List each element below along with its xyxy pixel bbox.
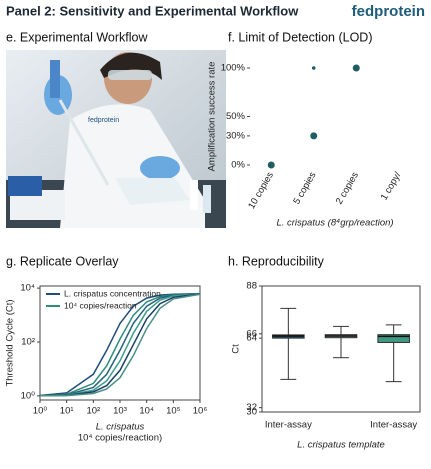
- y-tick-label: 32: [246, 402, 257, 413]
- x-tick-label: 2 copies: [334, 170, 361, 206]
- x-tick-label: 10⁵: [166, 406, 181, 417]
- x-tick-label: 1 copy/: [379, 170, 404, 202]
- y-tick-label: 100%: [221, 63, 246, 74]
- curve: [39, 292, 201, 397]
- brand: fedprotein: [352, 3, 425, 20]
- curve: [39, 293, 201, 397]
- y-tick-label: 88: [246, 281, 257, 292]
- y-tick-label: 50%: [226, 111, 246, 122]
- point: [352, 64, 360, 72]
- point: [310, 132, 318, 140]
- lab-photo: fedprotein: [6, 50, 226, 228]
- panel-title: e. Experimental Workflow: [6, 30, 148, 44]
- y-axis-label: Ct: [231, 344, 242, 354]
- legend-label: L. crispatus concentration: [64, 288, 161, 298]
- x-tick-label: Inter-assay: [370, 420, 417, 431]
- curve: [39, 293, 201, 397]
- x-tick-label: 10³: [113, 406, 127, 417]
- chart-title: g. Replicate Overlay: [6, 254, 119, 268]
- x-tick-label: 10⁰: [33, 406, 48, 417]
- y-axis-label: Threshold Cycle (Ct): [5, 299, 16, 386]
- chart-title: f. Limit of Detection (LOD): [228, 30, 373, 44]
- x-axis-label: L. crispatus: [96, 422, 145, 433]
- y-tick-label: 30%: [226, 130, 246, 141]
- x-tick-label: Inter-assay: [265, 420, 312, 431]
- point: [267, 161, 275, 169]
- y-axis-label: Amplification success rate: [207, 62, 218, 172]
- x-tick-label: 10 copies: [246, 170, 276, 211]
- x-axis-label: 10⁴ copies/reaction): [78, 433, 162, 444]
- y-tick-label: 66: [246, 328, 257, 339]
- curve: [39, 293, 201, 397]
- y-tick-label: 10²: [21, 336, 35, 347]
- x-axis-label: L. crispatus (8⁴grp/reaction): [276, 218, 393, 229]
- x-tick-label: 10⁴: [139, 406, 154, 417]
- y-tick-label: 10⁴: [20, 283, 35, 294]
- y-tick-label: 10⁰: [21, 390, 36, 401]
- chart-title: h. Reproducibility: [228, 254, 325, 268]
- x-tick-label: 5 copies: [291, 170, 318, 206]
- x-tick-label: 10²: [86, 406, 100, 417]
- header-title: Panel 2: Sensitivity and Experimental Wo…: [6, 3, 299, 18]
- y-tick-label: 30: [246, 407, 257, 418]
- curve: [39, 293, 201, 397]
- legend-label: 10⁴ copies/reaction: [64, 300, 137, 310]
- photo-label: fedprotein: [88, 117, 119, 124]
- plot-frame: [261, 285, 421, 413]
- x-axis-label: L. crispatus template: [297, 440, 385, 451]
- point: [311, 66, 316, 70]
- x-tick-label: 10¹: [60, 406, 74, 417]
- y-tick-label: 64: [246, 333, 257, 344]
- x-tick-label: 10⁶: [193, 406, 208, 417]
- box: [377, 334, 410, 343]
- y-tick-label: 0%: [231, 160, 245, 171]
- curve: [39, 293, 201, 397]
